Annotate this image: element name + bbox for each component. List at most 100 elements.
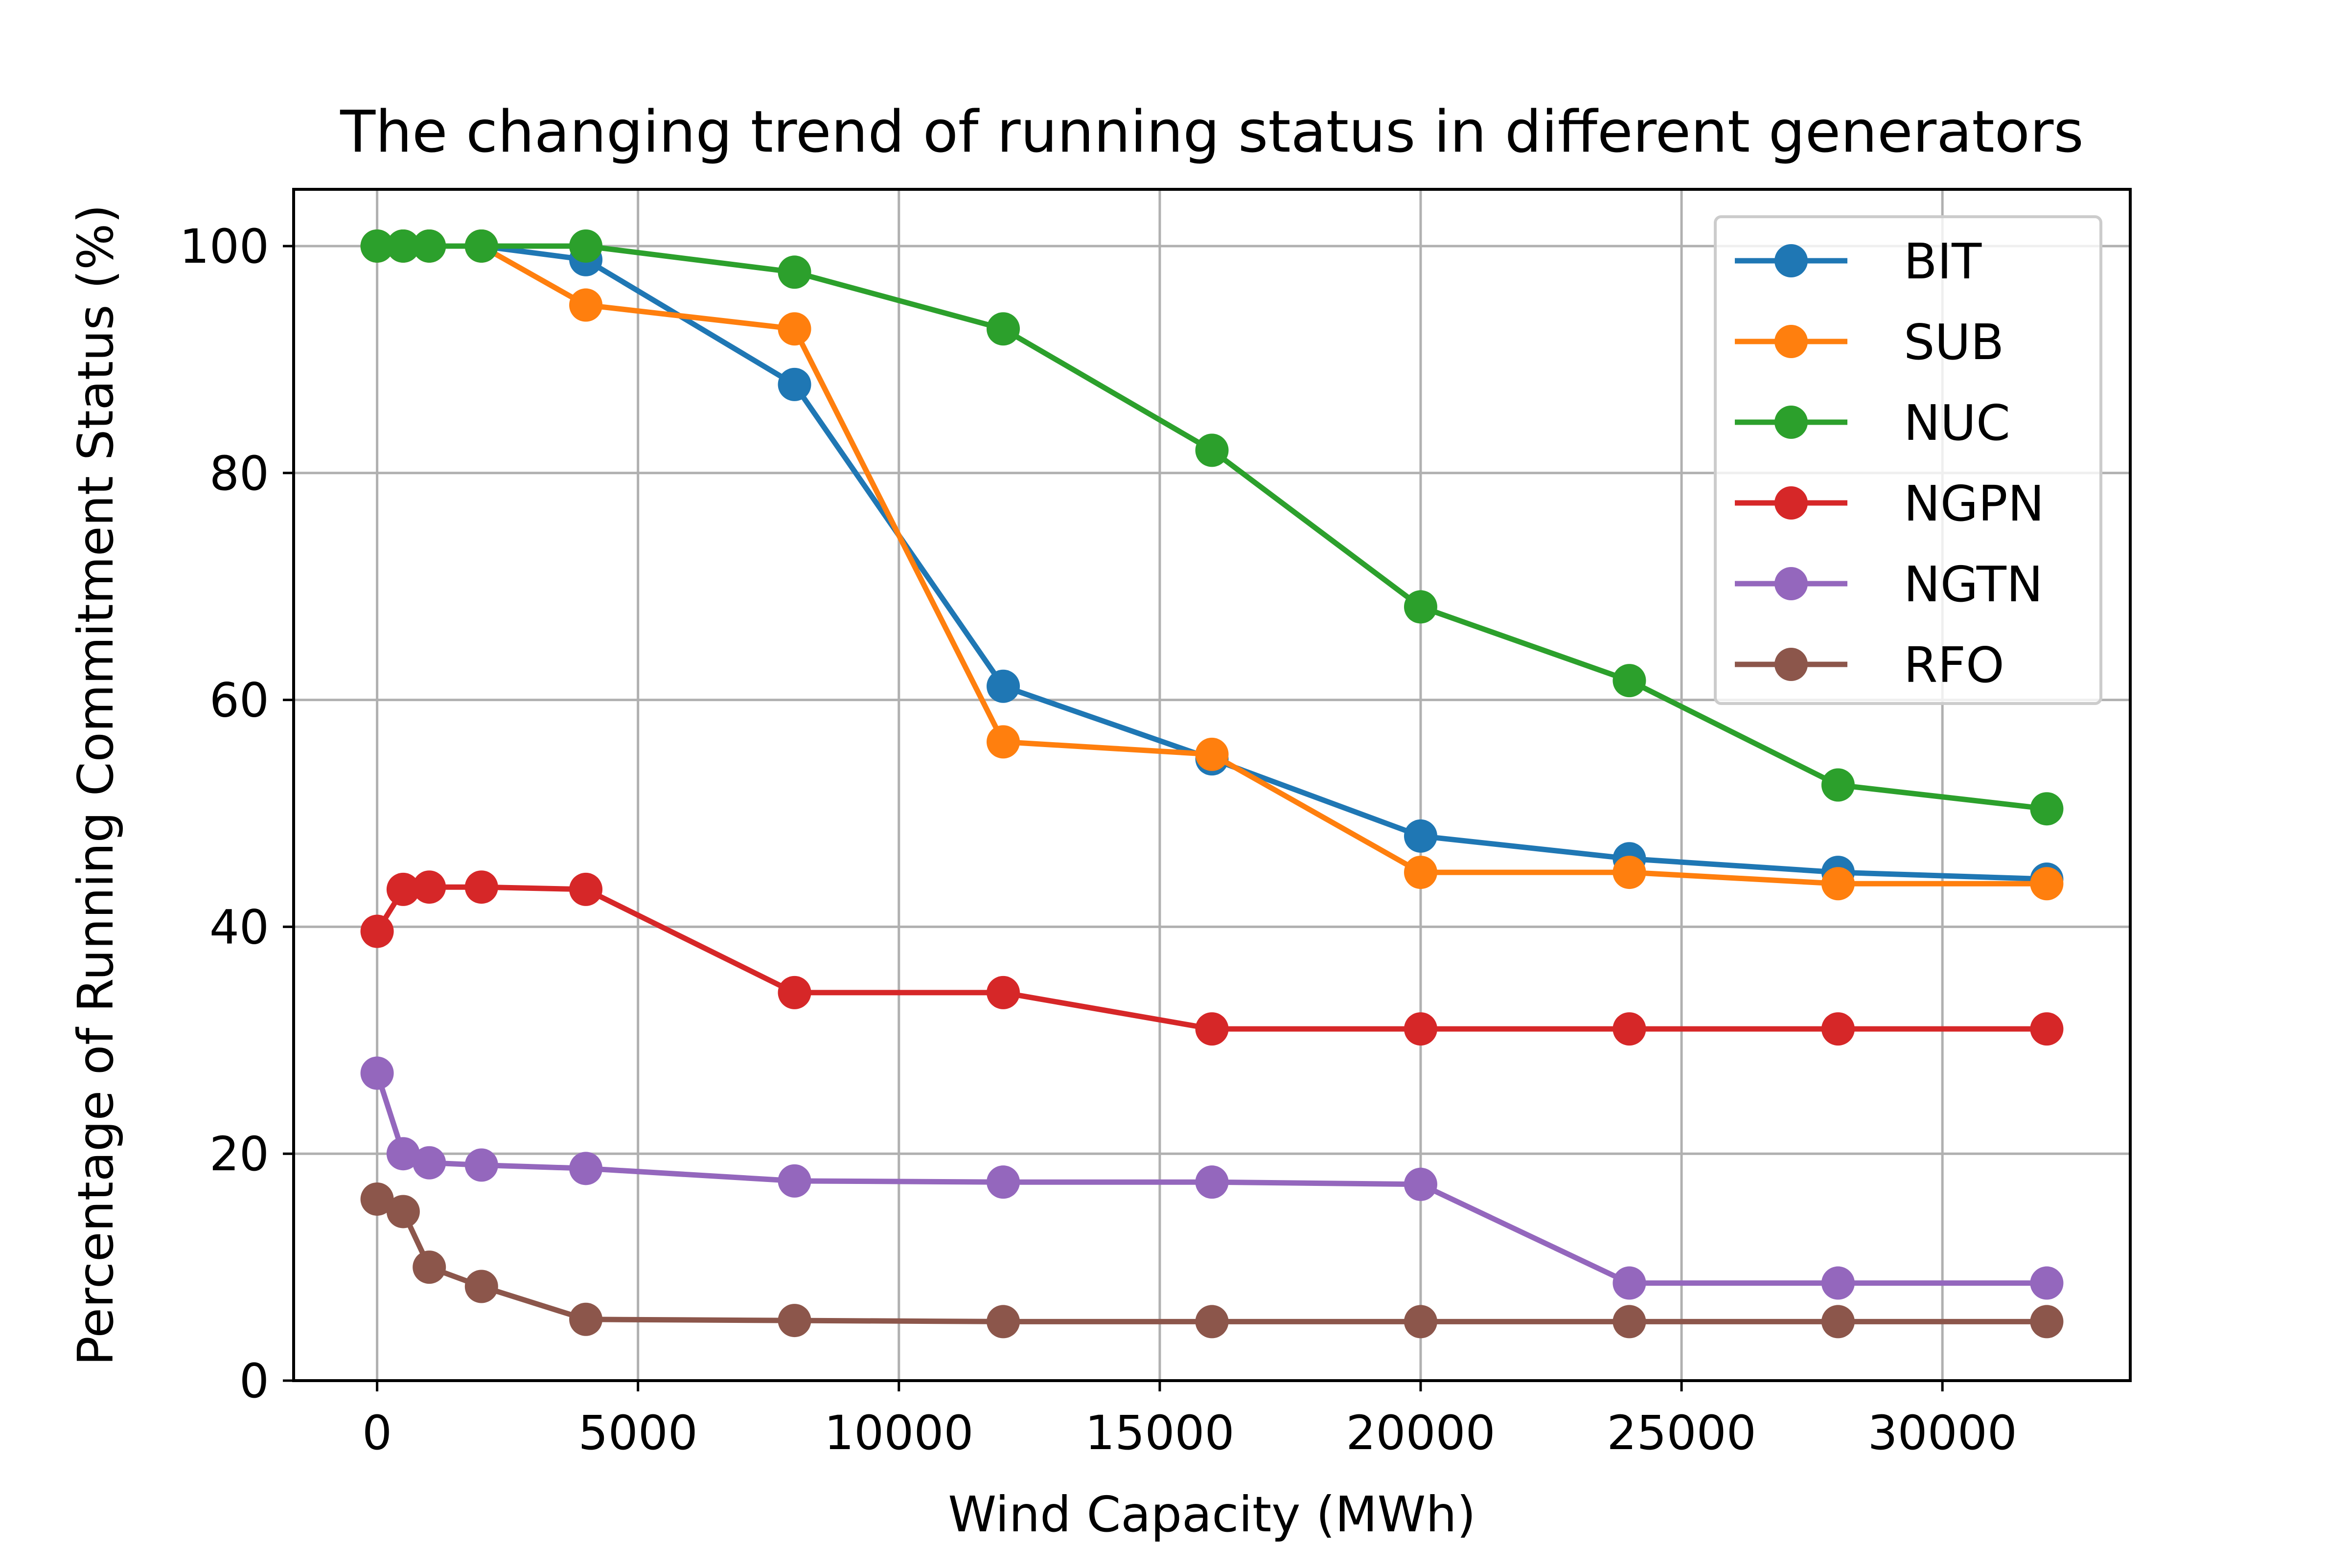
- legend-marker-sub: [1774, 325, 1808, 358]
- legend-label-nuc: NUC: [1904, 394, 2010, 452]
- data-point-sub: [569, 288, 603, 322]
- data-point-ngtn: [569, 1152, 603, 1185]
- legend-item-ngpn: NGPN: [1735, 475, 2044, 532]
- chart-title: The changing trend of running status in …: [340, 98, 2084, 165]
- legend-item-nuc: NUC: [1735, 394, 2010, 452]
- data-point-nuc: [386, 229, 420, 263]
- legend: BIT SUB NUC NGPN NGTN RFO: [1714, 215, 2102, 705]
- data-point-rfo: [778, 1304, 811, 1338]
- data-point-rfo: [413, 1250, 446, 1284]
- data-point-rfo: [1821, 1305, 1855, 1339]
- data-point-ngtn: [987, 1165, 1020, 1199]
- data-point-ngpn: [360, 914, 394, 948]
- data-point-sub: [1404, 856, 1437, 889]
- data-point-nuc: [1612, 664, 1646, 698]
- data-point-ngtn: [2030, 1266, 2064, 1300]
- x-tick-label: 5000: [578, 1406, 698, 1460]
- data-point-nuc: [1195, 433, 1229, 467]
- legend-marker-bit: [1774, 244, 1808, 277]
- data-point-rfo: [2030, 1305, 2064, 1339]
- legend-label-rfo: RFO: [1904, 636, 2004, 694]
- x-tick-label: 20000: [1346, 1406, 1495, 1460]
- legend-marker-ngpn: [1774, 486, 1808, 520]
- data-point-ngtn: [360, 1056, 394, 1090]
- legend-label-sub: SUB: [1904, 314, 2004, 371]
- data-point-ngpn: [1821, 1012, 1855, 1046]
- data-point-rfo: [386, 1195, 420, 1228]
- legend-item-ngtn: NGTN: [1735, 556, 2043, 613]
- data-point-ngtn: [464, 1148, 498, 1182]
- x-tick-label: 0: [362, 1406, 392, 1460]
- data-point-rfo: [360, 1182, 394, 1216]
- data-point-bit: [1404, 819, 1437, 853]
- data-point-bit: [987, 669, 1020, 703]
- data-point-nuc: [778, 255, 811, 289]
- y-tick-label: 40: [209, 900, 269, 954]
- data-point-sub: [1195, 737, 1229, 771]
- data-point-rfo: [1612, 1305, 1646, 1339]
- y-tick-label: 80: [209, 446, 269, 501]
- legend-item-rfo: RFO: [1735, 636, 2004, 694]
- data-point-sub: [987, 725, 1020, 759]
- data-point-ngpn: [2030, 1012, 2064, 1046]
- legend-marker-nuc: [1774, 406, 1808, 439]
- data-point-ngpn: [1195, 1012, 1229, 1046]
- legend-item-bit: BIT: [1735, 233, 1982, 290]
- x-tick-label: 25000: [1607, 1406, 1756, 1460]
- series-ngpn: [360, 870, 2064, 1046]
- x-tick-label: 10000: [824, 1406, 973, 1460]
- legend-label-ngpn: NGPN: [1904, 475, 2044, 532]
- data-point-ngtn: [1821, 1266, 1855, 1300]
- data-point-ngtn: [1404, 1167, 1437, 1201]
- series-group: [360, 229, 2064, 1339]
- data-point-rfo: [464, 1270, 498, 1303]
- data-point-ngtn: [778, 1164, 811, 1198]
- x-axis-label: Wind Capacity (MWh): [948, 1486, 1475, 1543]
- x-tick-label: 30000: [1867, 1406, 2017, 1460]
- y-axis-label: Percentage of Running Commitment Status …: [67, 205, 124, 1366]
- data-point-ngpn: [1404, 1012, 1437, 1046]
- data-point-nuc: [360, 229, 394, 263]
- data-point-nuc: [569, 229, 603, 263]
- data-point-sub: [1612, 856, 1646, 889]
- y-tick-label: 100: [180, 219, 269, 274]
- series-nuc: [360, 229, 2064, 826]
- legend-marker-ngtn: [1774, 567, 1808, 600]
- data-point-rfo: [1404, 1305, 1437, 1339]
- data-point-ngpn: [386, 872, 420, 906]
- legend-marker-rfo: [1774, 648, 1808, 681]
- data-point-ngpn: [413, 870, 446, 904]
- data-point-ngtn: [1195, 1165, 1229, 1199]
- legend-label-ngtn: NGTN: [1904, 556, 2043, 613]
- data-point-sub: [2030, 867, 2064, 901]
- data-point-nuc: [1821, 768, 1855, 802]
- data-point-ngpn: [464, 870, 498, 904]
- data-point-nuc: [464, 229, 498, 263]
- data-point-rfo: [569, 1302, 603, 1336]
- series-rfo: [360, 1182, 2064, 1339]
- legend-label-bit: BIT: [1904, 233, 1982, 290]
- axis-ticks: 0 5000 10000 15000 20000 25000 30000 0 20 40 60 80 1…: [180, 219, 2017, 1460]
- data-point-ngpn: [987, 976, 1020, 1009]
- data-point-ngtn: [413, 1146, 446, 1180]
- data-point-ngtn: [1612, 1266, 1646, 1300]
- data-point-ngtn: [386, 1137, 420, 1171]
- data-point-nuc: [2030, 792, 2064, 826]
- data-point-ngpn: [569, 872, 603, 906]
- plot-area-frame: [292, 188, 2132, 1382]
- x-tick-label: 15000: [1085, 1406, 1234, 1460]
- data-point-sub: [1821, 867, 1855, 901]
- series-ngtn: [360, 1056, 2064, 1300]
- data-point-sub: [778, 312, 811, 346]
- y-tick-label: 0: [239, 1354, 269, 1409]
- data-point-nuc: [413, 229, 446, 263]
- data-point-nuc: [987, 312, 1020, 346]
- y-tick-label: 60: [209, 673, 269, 728]
- data-point-nuc: [1404, 590, 1437, 624]
- data-point-rfo: [987, 1305, 1020, 1339]
- data-point-bit: [778, 367, 811, 401]
- legend-item-sub: SUB: [1735, 314, 2004, 371]
- data-point-rfo: [1195, 1305, 1229, 1339]
